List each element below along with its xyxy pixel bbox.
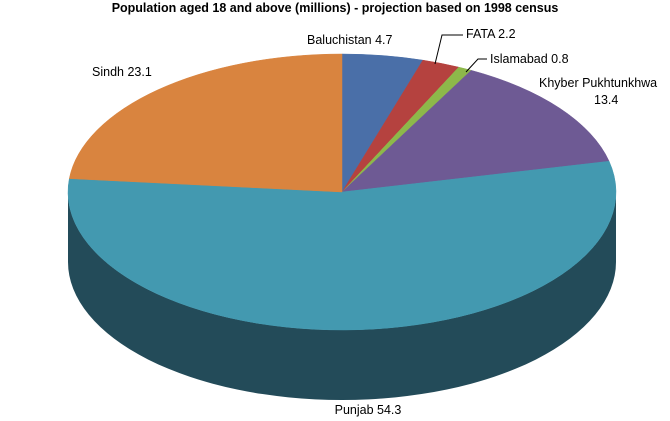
leader-lines: [434, 34, 487, 73]
slice-label-punjab: Punjab 54.3: [335, 403, 402, 417]
slice-labels: Baluchistan 4.7 FATA 2.2 Islamabad 0.8 Khyb…: [92, 27, 657, 417]
pie-tops: [67, 53, 617, 331]
slice-sindh: [68, 53, 343, 193]
slice-label-khyber-pukhtunkhwa-line-1: Khyber Pukhtunkhwa: [539, 76, 657, 90]
chart-title: Population aged 18 and above (millions) …: [112, 1, 559, 15]
slice-label-khyber-pukhtunkhwa-line-2: 13.4: [594, 93, 618, 107]
slice-side-punjab: [68, 192, 616, 400]
slice-label-fata: FATA 2.2: [466, 27, 516, 41]
pie-sides: [68, 192, 616, 400]
slice-label-islamabad: Islamabad 0.8: [490, 52, 569, 66]
leader-line-islamabad: [465, 58, 487, 73]
slice-punjab: [67, 160, 617, 331]
slice-khyber-pukhtunkhwa: [341, 70, 610, 193]
slice-label-sindh: Sindh 23.1: [92, 65, 152, 79]
slice-label-baluchistan: Baluchistan 4.7: [307, 33, 393, 47]
leader-line-fata: [434, 34, 463, 65]
